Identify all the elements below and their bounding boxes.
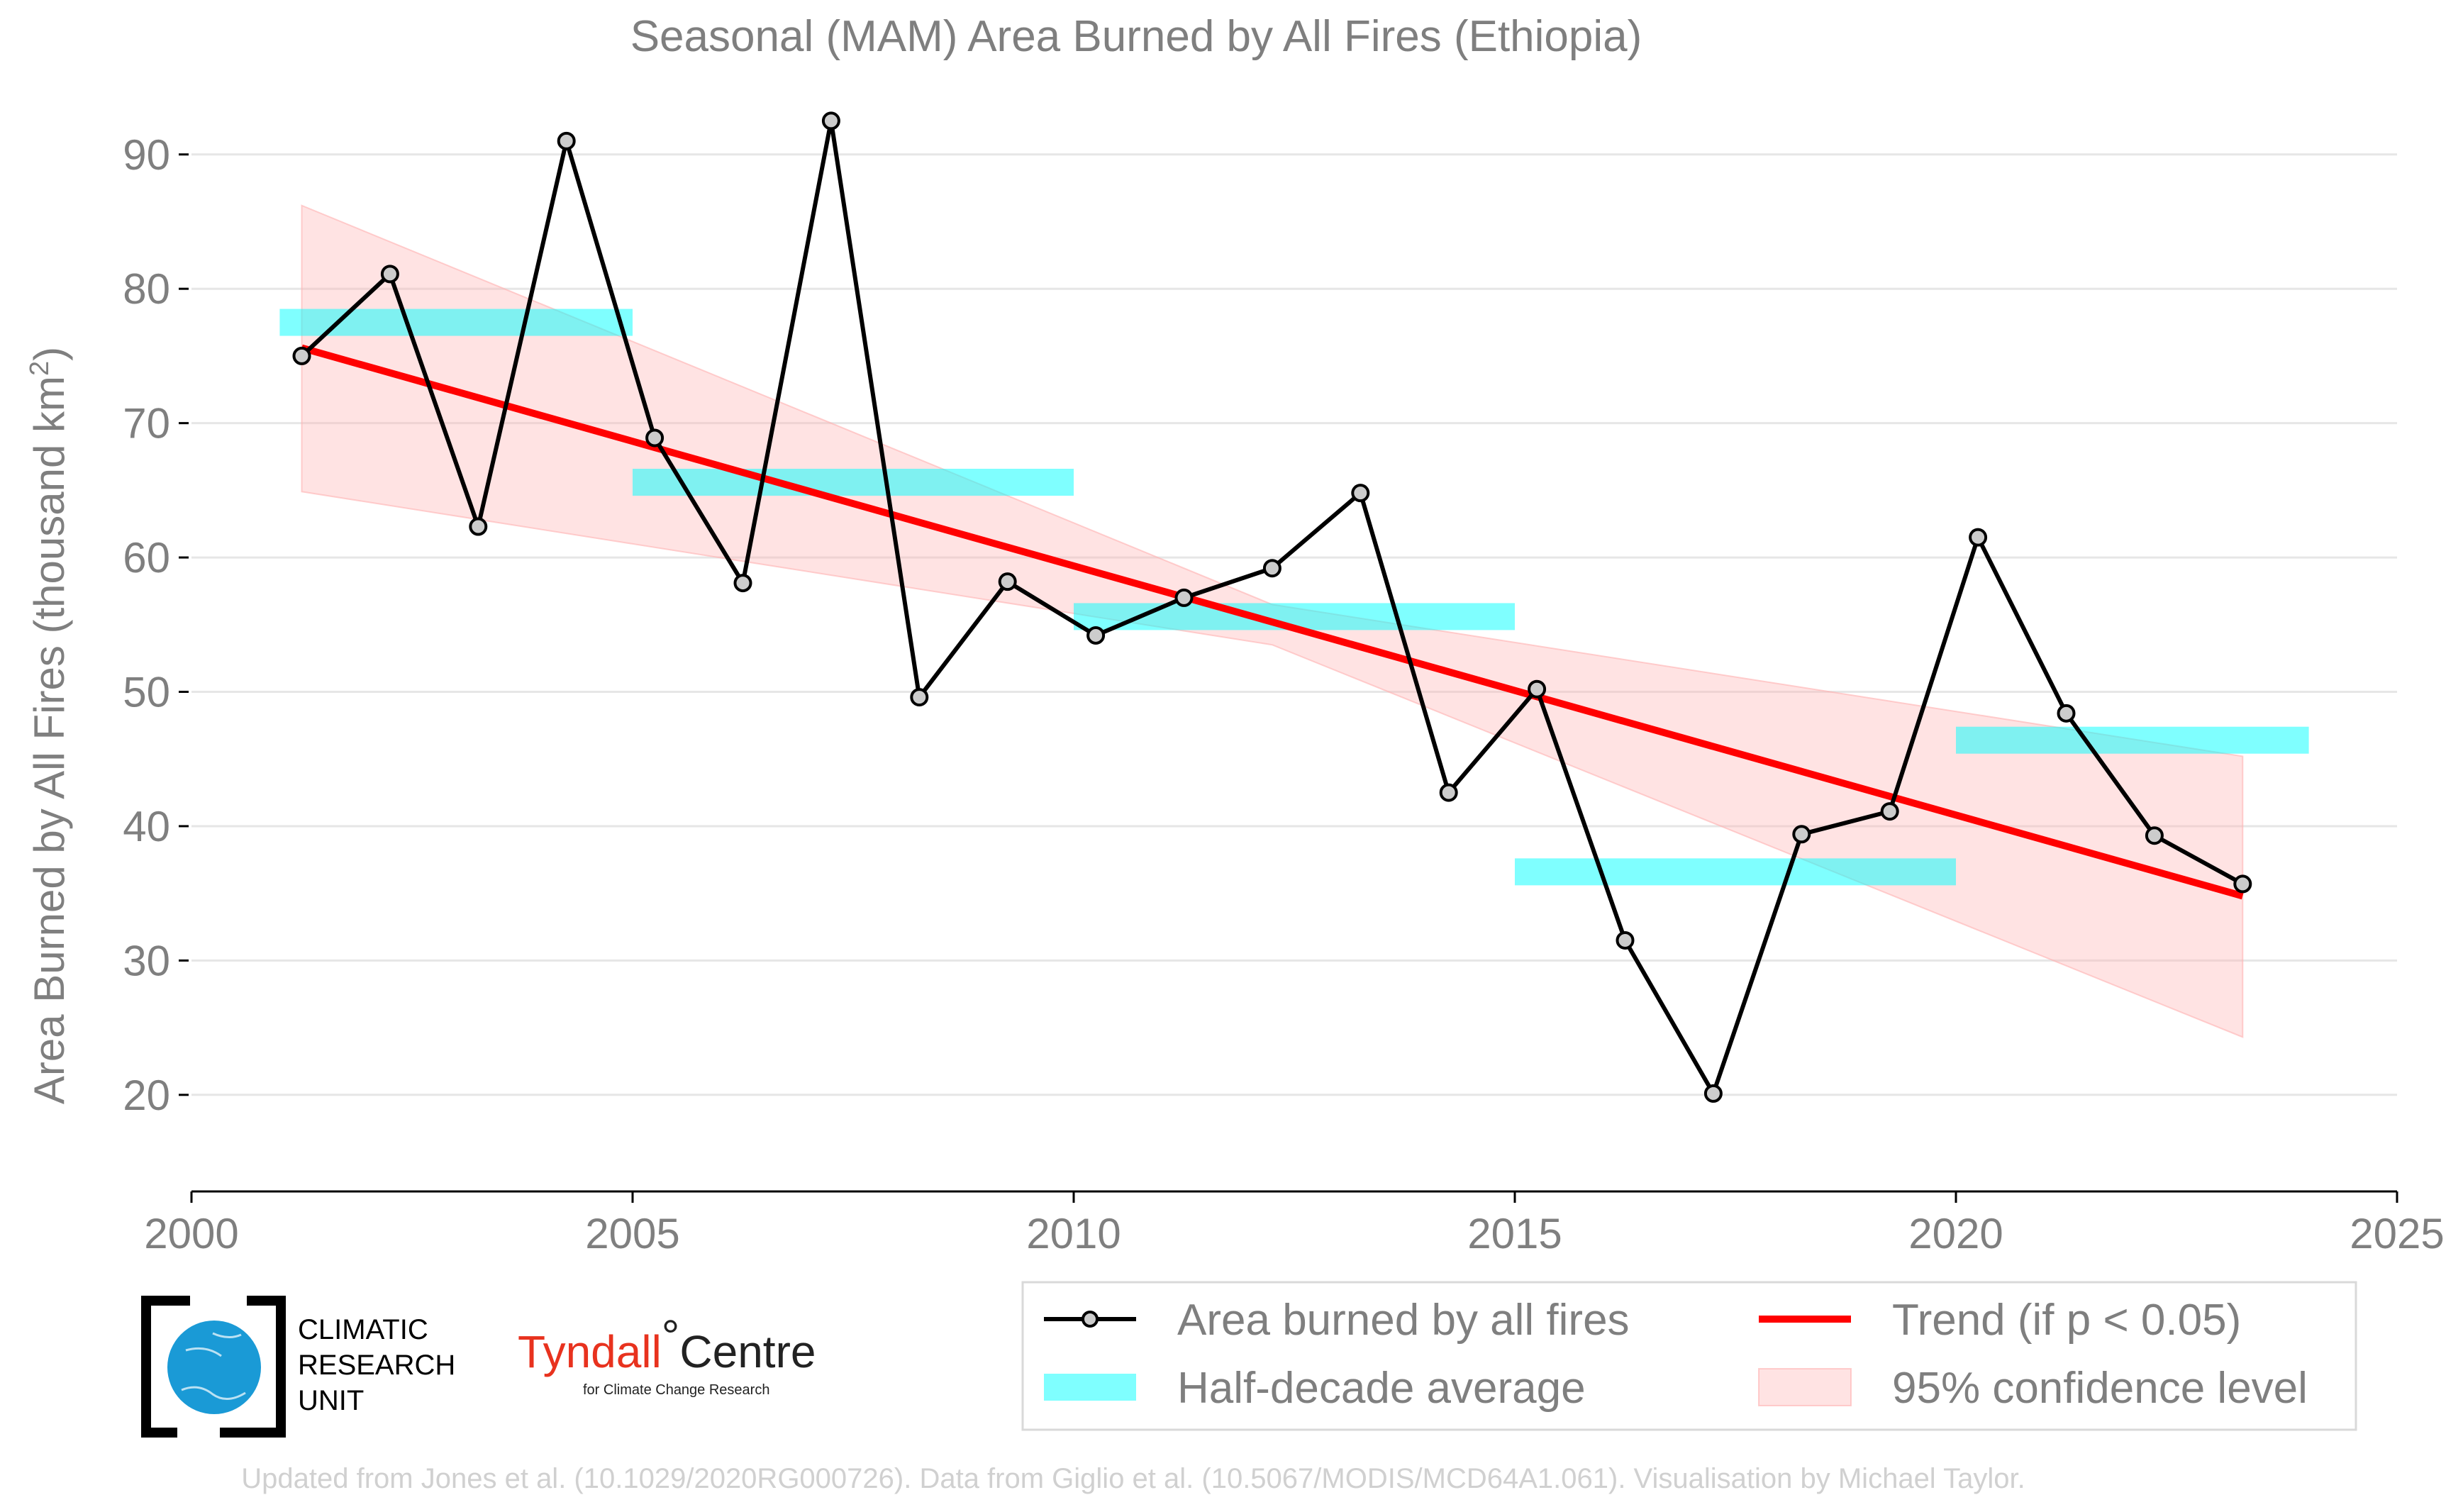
cru-logo-bracket-left [141,1296,190,1438]
tyndall-logo-wordmark: Tyndall°Centre [518,1311,816,1377]
area-burned-point [1616,930,1635,950]
trend-line-group [301,344,2244,900]
area-burned-point [645,428,665,448]
x-tick-label: 2025 [2350,1210,2444,1257]
area-burned-point [1703,1084,1723,1103]
area-burned-point [2057,704,2076,723]
tyndall-logo-degree: ° [662,1311,680,1362]
tyndall-logo: Tyndall°Centre for Climate Change Resear… [518,1311,816,1398]
area-burned-point [1792,825,1811,844]
axes: 20 30 40 50 60 70 80 90 2000 2005 2010 2015 2020 2025 [123,131,2444,1257]
y-axis-label: Area Burned by All Fires (thousand km2) [25,347,73,1104]
area-burned-point [2233,874,2252,894]
legend-swatch-confidence [1758,1368,1852,1406]
x-tick-label: 2010 [1026,1210,1121,1257]
area-burned-point [1086,626,1106,645]
area-burned-point [1174,588,1194,607]
y-tick-label: 40 [123,803,170,850]
cru-logo-text-3: UNIT [298,1385,364,1416]
y-axis-label-close: ) [26,347,73,361]
area-burned-point [469,517,488,536]
tyndall-logo-centre: Centre [679,1326,816,1377]
legend-label-area-burned: Area burned by all fires [1177,1296,1630,1345]
legend: Area burned by all fires Trend (if p < 0… [1021,1281,2357,1431]
tyndall-logo-subtitle: for Climate Change Research [583,1382,769,1398]
x-tick-label: 2000 [144,1210,238,1257]
y-tick-label: 60 [123,534,170,582]
x-tick-label: 2005 [585,1210,679,1257]
y-tick-label: 20 [123,1072,170,1119]
legend-label-half-decade: Half-decade average [1177,1364,1586,1413]
area-burned-series [292,111,2252,1103]
area-burned-point [733,574,752,593]
trend-line [301,344,2244,900]
legend-frame [1021,1281,2357,1431]
area-burned-point [1528,679,1547,699]
tyndall-logo-main: Tyndall [518,1326,662,1377]
y-axis-label-superscript: 2 [25,361,55,376]
cru-logo: CLIMATIC RESEARCH UNIT [141,1296,455,1438]
half-decade-bar [633,468,1074,496]
area-burned-point [1439,783,1458,802]
cru-logo-bracket-right [220,1296,286,1438]
legend-swatch-half-decade [1044,1374,1136,1401]
area-burned-point [1880,802,1899,821]
area-burned-point [380,265,399,284]
y-tick-label: 70 [123,400,170,448]
area-burned-point [1351,484,1370,503]
area-burned-point [998,572,1017,591]
chart-title: Seasonal (MAM) Area Burned by All Fires … [630,12,1642,61]
x-tick-label: 2015 [1467,1210,1562,1257]
half-decade-bars [279,308,2309,886]
y-tick-label: 90 [123,131,170,179]
x-tick-label: 2020 [1908,1210,2003,1257]
legend-label-confidence: 95% confidence level [1892,1364,2308,1413]
area-burned-point [557,131,576,150]
area-burned-point [292,346,311,365]
area-burned-point [910,688,929,707]
y-tick-label: 80 [123,265,170,313]
globe-icon-landmass [181,1332,246,1400]
half-decade-bar [279,308,633,336]
area-burned-point [2145,826,2164,845]
y-tick-label: 30 [123,937,170,984]
globe-icon [167,1321,261,1414]
half-decade-bar [1515,858,1956,886]
credits: Updated from Jones et al. (10.1029/2020R… [241,1463,2025,1494]
area-burned-point [1262,559,1281,578]
legend-swatch-marker [1082,1311,1099,1328]
y-tick-label: 50 [123,669,170,716]
cru-logo-text-1: CLIMATIC [298,1314,428,1345]
y-axis-label-main: Area Burned by All Fires (thousand km [26,376,73,1104]
cru-logo-text-2: RESEARCH [298,1350,455,1381]
area-burned-point [821,111,840,130]
area-burned-point [1969,528,1988,547]
legend-label-trend: Trend (if p < 0.05) [1892,1296,2241,1345]
half-decade-bar [1956,726,2309,754]
